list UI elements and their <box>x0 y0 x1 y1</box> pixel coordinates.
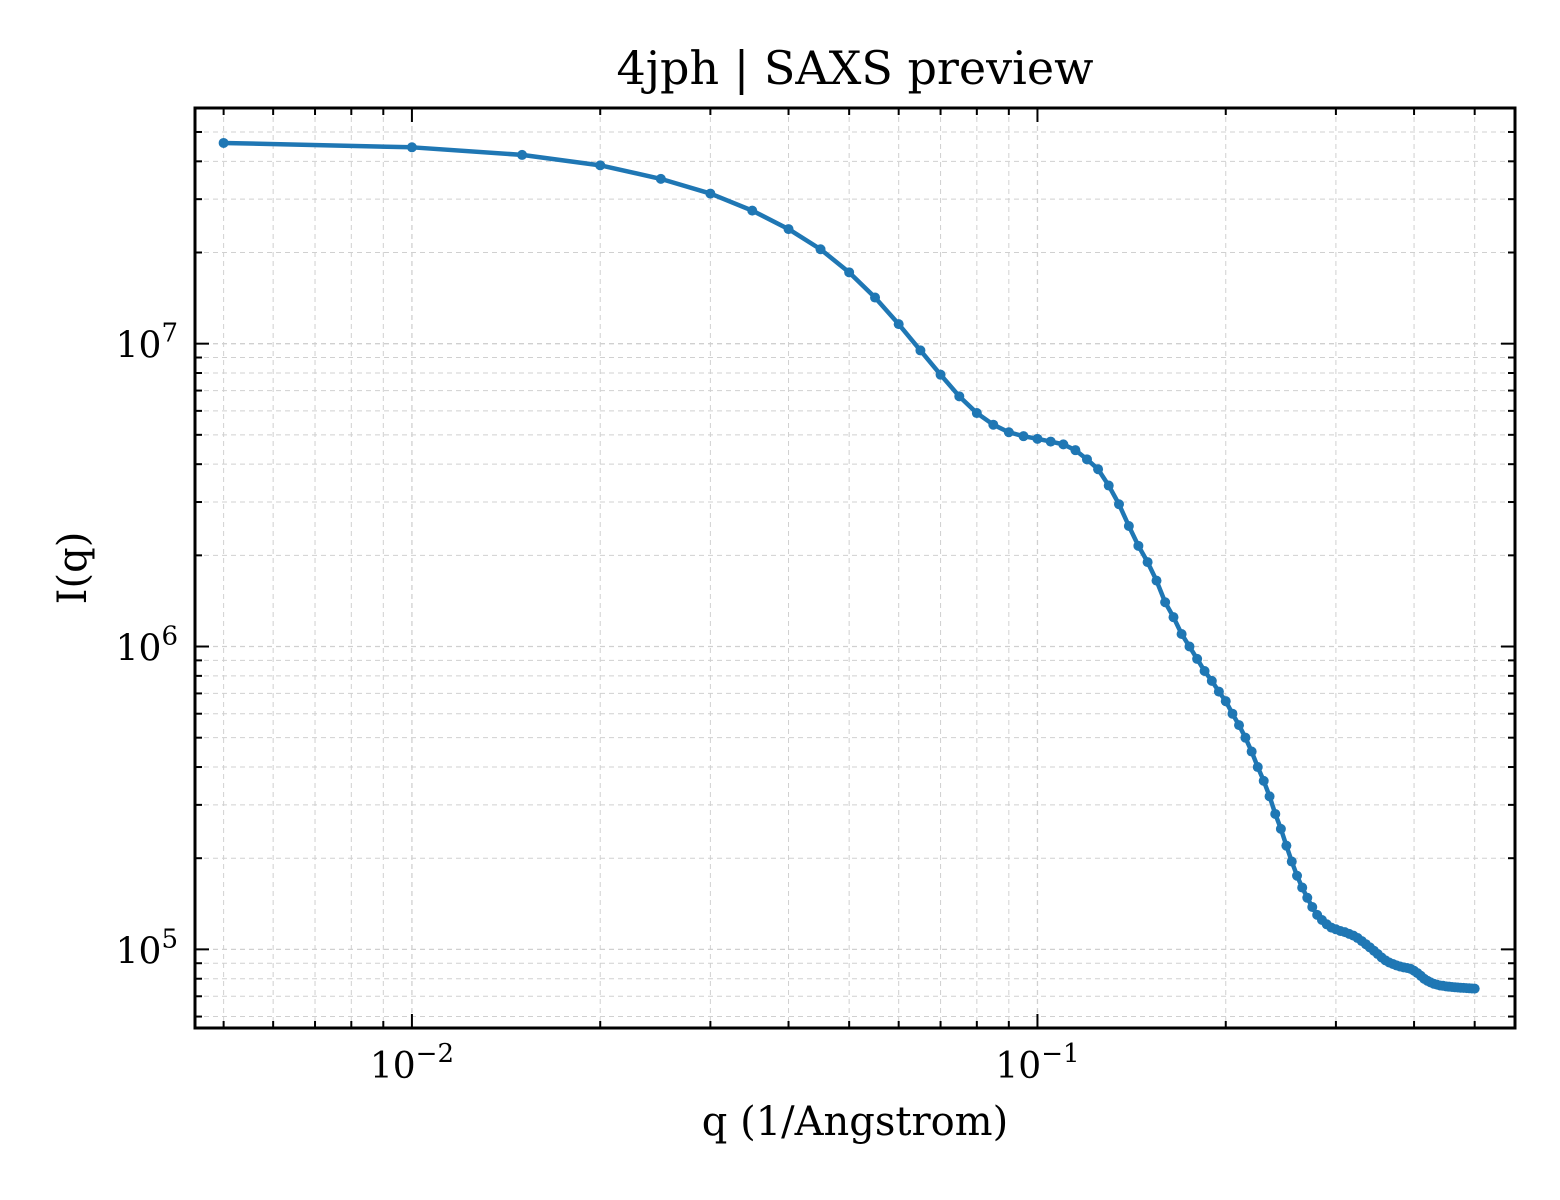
plot-frame <box>193 106 1517 1030</box>
data-point <box>655 173 666 184</box>
data-point <box>1192 653 1203 664</box>
data-point <box>218 137 229 148</box>
data-point <box>1142 557 1153 568</box>
data-point <box>1018 431 1029 442</box>
data-point <box>1103 480 1114 491</box>
data-point <box>1264 791 1275 802</box>
data-point <box>1070 445 1081 456</box>
data-point <box>783 224 794 235</box>
data-point <box>1160 597 1171 608</box>
data-point <box>1234 720 1245 731</box>
data-series <box>218 137 1480 994</box>
data-point <box>870 292 881 303</box>
data-point <box>1275 823 1286 834</box>
data-point <box>935 369 946 380</box>
data-point <box>1297 882 1308 893</box>
data-point <box>1045 436 1056 447</box>
chart-title: 4jph | SAXS preview <box>617 41 1094 95</box>
data-point <box>1213 686 1224 697</box>
y-tick-label: 106 <box>116 622 178 670</box>
data-point <box>1292 870 1303 881</box>
data-point <box>1081 454 1092 465</box>
data-point <box>1246 746 1257 757</box>
data-point <box>1302 892 1313 903</box>
data-point <box>954 391 965 402</box>
y-axis-label: I(q) <box>50 532 96 605</box>
data-point <box>1168 612 1179 623</box>
data-point <box>1032 433 1043 444</box>
data-point <box>971 408 982 419</box>
data-point <box>1258 775 1269 786</box>
data-point <box>815 244 826 255</box>
data-point <box>1220 696 1231 707</box>
data-point <box>1227 708 1238 719</box>
x-tick-label: 10−1 <box>995 1039 1079 1087</box>
data-point <box>1307 902 1318 913</box>
data-point <box>844 267 855 278</box>
data-point <box>1252 762 1263 773</box>
data-point <box>406 142 417 153</box>
data-point <box>1176 628 1187 639</box>
data-point <box>915 345 926 356</box>
y-tick-label: 105 <box>116 924 178 972</box>
data-point <box>595 160 606 171</box>
data-point <box>1093 464 1104 475</box>
data-point <box>988 419 999 430</box>
data-point <box>1286 856 1297 867</box>
data-point <box>1113 499 1124 510</box>
x-tick-label: 10−2 <box>370 1039 454 1087</box>
x-axis-label: q (1/Angstrom) <box>702 1099 1008 1145</box>
data-point <box>1270 808 1281 819</box>
data-point <box>1003 427 1014 438</box>
data-point <box>705 188 716 199</box>
data-point <box>1058 439 1069 450</box>
data-point <box>1123 520 1134 531</box>
data-point <box>1133 540 1144 551</box>
data-point <box>517 149 528 160</box>
data-point <box>1184 641 1195 652</box>
data-point <box>1206 675 1217 686</box>
data-point <box>1240 732 1251 743</box>
data-point <box>1469 983 1480 994</box>
data-point <box>1199 666 1210 677</box>
data-point <box>1281 840 1292 851</box>
y-tick-label: 107 <box>116 319 178 367</box>
data-point <box>1151 575 1162 586</box>
data-point <box>893 319 904 330</box>
data-point <box>747 205 758 216</box>
tick-labels: 10−2 10−1 105 106 107 <box>116 319 1080 1087</box>
